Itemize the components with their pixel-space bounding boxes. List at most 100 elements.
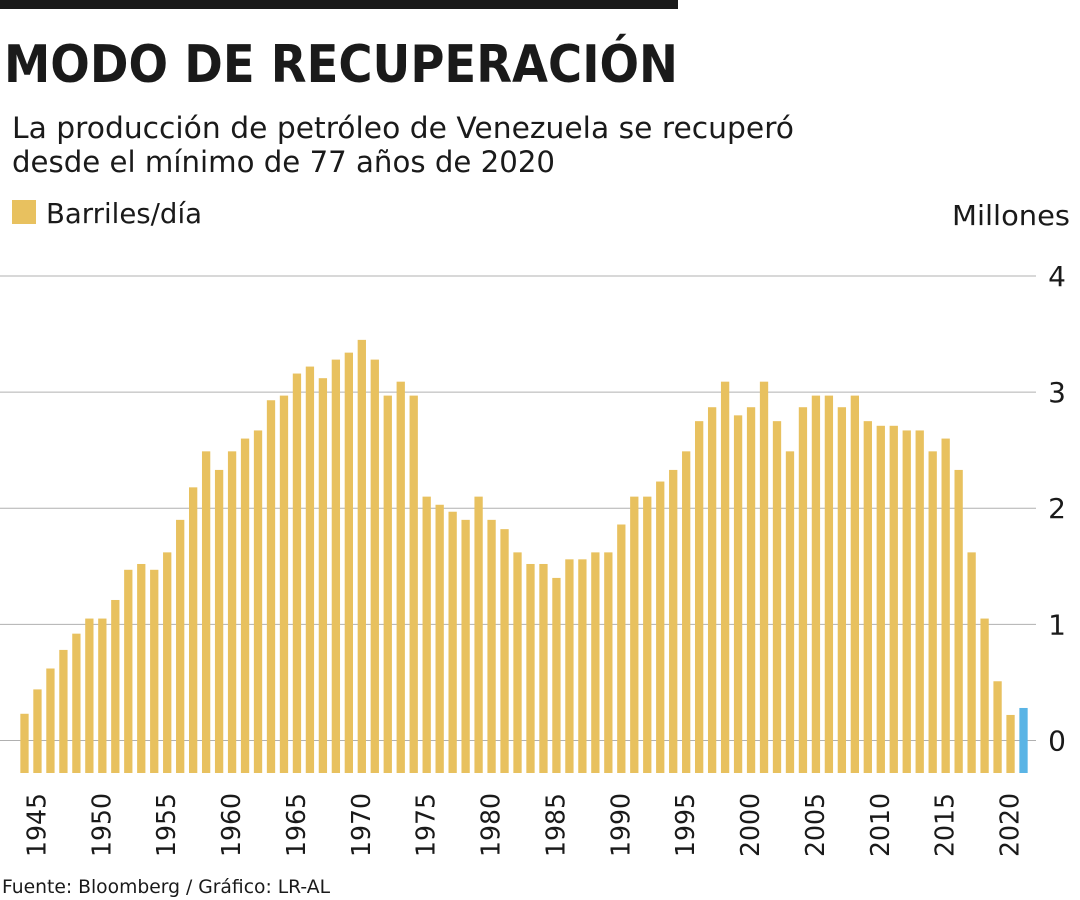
y-tick-label: 0 [1048, 724, 1066, 757]
bar [746, 407, 756, 773]
bar [487, 519, 496, 773]
y-tick-label: 4 [1048, 260, 1066, 293]
bar [733, 415, 743, 773]
bar [824, 395, 834, 773]
x-tick-label: 1980 [477, 793, 507, 857]
bar [318, 378, 328, 773]
bar [720, 381, 730, 773]
bar [513, 552, 522, 773]
bar [928, 451, 937, 773]
bar [617, 524, 626, 773]
bar [850, 395, 859, 773]
x-tick-label: 2010 [866, 793, 896, 857]
bar [798, 407, 808, 773]
bar [772, 421, 782, 773]
bar [1006, 714, 1015, 773]
y-tick-label: 1 [1048, 608, 1066, 641]
bar [85, 618, 94, 773]
bar [279, 395, 289, 773]
bar [292, 373, 302, 773]
y-tick-label: 3 [1048, 376, 1066, 409]
bar [240, 438, 250, 773]
bar [656, 481, 665, 773]
bar [526, 563, 535, 773]
bar [33, 689, 42, 773]
bar [967, 552, 976, 773]
bar [266, 400, 276, 773]
bar [422, 496, 431, 773]
bar [461, 519, 470, 773]
bar [20, 713, 29, 773]
bar [111, 599, 120, 773]
bar [941, 438, 950, 773]
x-tick-label: 1960 [217, 793, 247, 857]
bar [227, 451, 237, 773]
bar [150, 569, 159, 773]
x-tick-label: 1975 [412, 793, 442, 857]
bar [552, 577, 561, 773]
bar [902, 430, 911, 773]
bar [876, 425, 885, 773]
x-tick-label: 2005 [801, 793, 831, 857]
bar [1019, 707, 1028, 773]
x-tick-label: 2020 [996, 793, 1026, 857]
bar [565, 559, 574, 773]
chart-title: MODO DE RECUPERACIÓN [4, 33, 678, 95]
bar [72, 633, 81, 773]
bar [837, 407, 847, 773]
bar [137, 563, 146, 773]
subtitle: desde el mínimo de 77 años de 2020 [12, 145, 555, 179]
bar [759, 381, 769, 773]
bar [201, 451, 211, 773]
bar [500, 529, 509, 773]
bar [357, 339, 366, 773]
x-tick-label: 1965 [282, 793, 312, 857]
bar [707, 407, 717, 773]
x-tick-label: 1990 [606, 793, 636, 857]
x-tick-label: 1955 [152, 793, 182, 857]
top-rule [0, 0, 678, 9]
bar [682, 451, 691, 773]
x-tick-label: 2000 [736, 793, 766, 857]
x-tick-label: 2015 [931, 793, 961, 857]
y-tick-label: 2 [1048, 492, 1066, 525]
subtitle: La producción de petróleo de Venezuela s… [12, 111, 794, 145]
legend-swatch [12, 200, 36, 224]
bar [331, 359, 341, 773]
legend-label: Barriles/día [46, 197, 202, 230]
bar [59, 649, 68, 773]
bar [370, 359, 379, 773]
bar [163, 552, 172, 773]
bar [46, 668, 55, 773]
bar [863, 421, 872, 773]
y-axis-label: Millones [952, 199, 1070, 232]
x-tick-label: 1950 [87, 793, 117, 857]
bar [811, 395, 821, 773]
bar [695, 421, 704, 773]
bar [630, 496, 639, 773]
bar [253, 430, 263, 773]
bar [604, 552, 613, 773]
bar [383, 395, 392, 773]
bar [409, 395, 418, 773]
bar [214, 469, 224, 773]
bar [344, 352, 353, 773]
bar [474, 496, 483, 773]
bar [785, 451, 795, 773]
x-tick-label: 1970 [347, 793, 377, 857]
x-tick-label: 1985 [541, 793, 571, 857]
bar [669, 469, 678, 773]
bar [643, 496, 652, 773]
bar [954, 469, 963, 773]
source: Fuente: Bloomberg / Gráfico: LR-AL [2, 876, 330, 898]
bar [435, 504, 444, 773]
bar [591, 552, 600, 773]
bar [396, 381, 405, 773]
bar [980, 618, 989, 773]
bar [176, 519, 185, 773]
bar [539, 563, 548, 773]
bar [189, 487, 198, 773]
x-tick-label: 1995 [671, 793, 701, 857]
bar [305, 366, 315, 773]
